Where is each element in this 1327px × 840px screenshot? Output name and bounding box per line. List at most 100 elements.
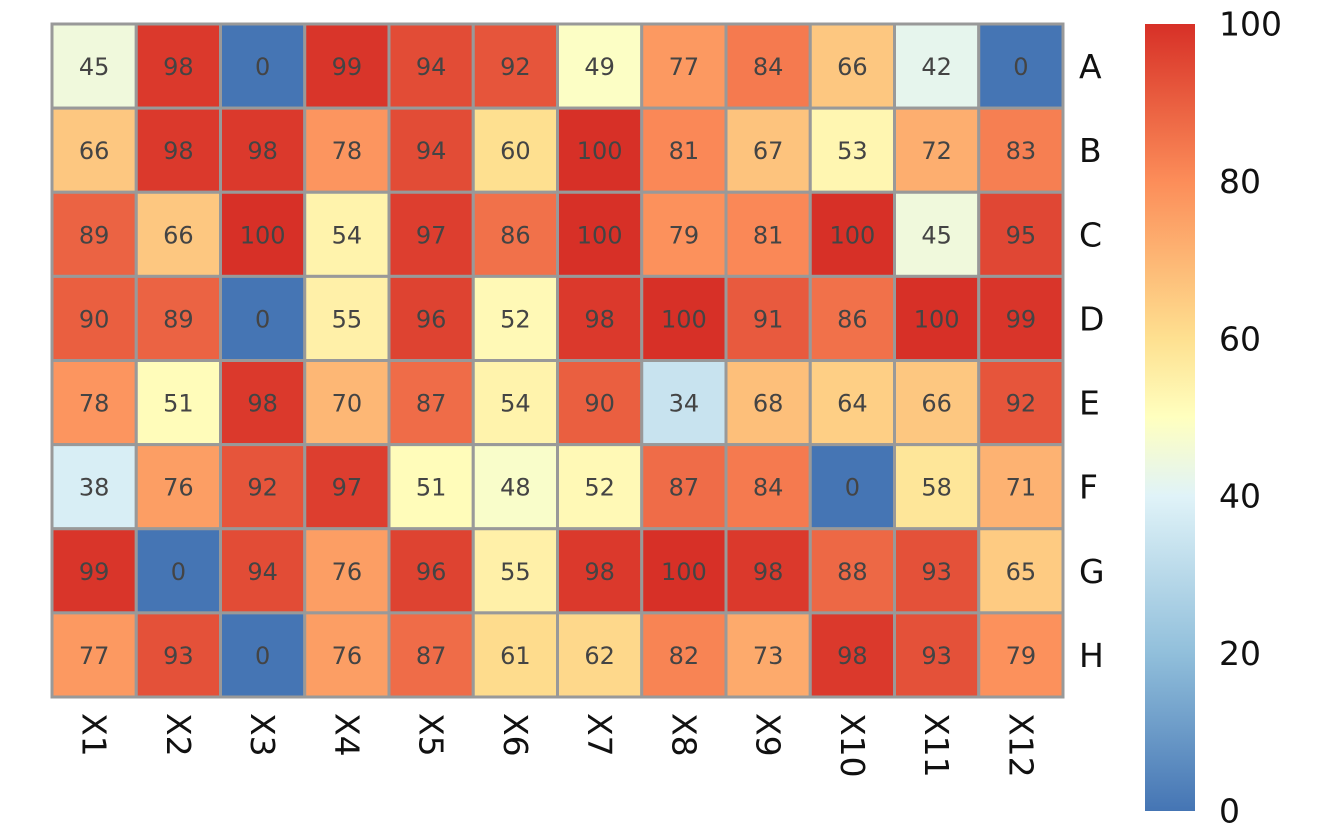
- heatmap-cell: [387, 527, 475, 615]
- cell-value-label: 81: [753, 221, 784, 249]
- heatmap-cell: [808, 527, 896, 615]
- heatmap-cell: [977, 611, 1065, 699]
- heatmap-cell: [556, 106, 644, 194]
- heatmap-cell: [640, 106, 728, 194]
- heatmap-cell: [724, 106, 812, 194]
- cell-value-label: 68: [753, 390, 784, 418]
- heatmap-cell: [387, 611, 475, 699]
- heatmap-cell: [50, 527, 138, 615]
- cell-value-label: 95: [1006, 221, 1037, 249]
- x-axis-labels: X1 X2 X3 X4 X5 X6 X7 X8 X9 X10 X11 X12: [75, 713, 1041, 778]
- cell-value-label: 0: [171, 558, 186, 586]
- cell-value-label: 89: [79, 221, 110, 249]
- cell-value-label: 99: [79, 558, 110, 586]
- heatmap-cell: [50, 359, 138, 447]
- heatmap-cell: [893, 359, 981, 447]
- colorbar: 0 20 40 60 80 100: [1145, 5, 1282, 831]
- cell-value-label: 96: [416, 305, 447, 333]
- colorbar-tick-label: 100: [1219, 5, 1282, 44]
- cell-value-label: 52: [584, 474, 615, 502]
- cell-value-label: 99: [332, 53, 363, 81]
- cell-value-label: 90: [584, 390, 615, 418]
- cell-value-label: 67: [753, 137, 784, 165]
- cell-value-label: 70: [332, 390, 363, 418]
- y-tick-label: G: [1079, 552, 1105, 591]
- heatmap-cell: [387, 106, 475, 194]
- cell-value-label: 91: [753, 305, 784, 333]
- heatmap-cell: [134, 611, 222, 699]
- cell-value-label: 96: [416, 558, 447, 586]
- heatmap-cell: [387, 359, 475, 447]
- cell-value-label: 72: [921, 137, 952, 165]
- heatmap-cell: [556, 611, 644, 699]
- cell-value-label: 98: [753, 558, 784, 586]
- heatmap-cell: [640, 22, 728, 110]
- cell-value-label: 0: [1013, 53, 1028, 81]
- cell-value-label: 87: [669, 474, 700, 502]
- cell-value-label: 53: [837, 137, 868, 165]
- heatmap-cell: [303, 106, 391, 194]
- cell-value-label: 60: [500, 137, 531, 165]
- cell-value-label: 93: [921, 558, 952, 586]
- cell-value-label: 62: [584, 642, 615, 670]
- heatmap-cell: [303, 443, 391, 531]
- heatmap-cell: [556, 359, 644, 447]
- cell-value-label: 94: [416, 137, 447, 165]
- y-tick-label: H: [1079, 636, 1104, 675]
- x-tick-label: X6: [496, 713, 535, 757]
- heatmap-cell: [50, 443, 138, 531]
- heatmap-cell: [219, 527, 307, 615]
- y-tick-label: E: [1079, 384, 1100, 423]
- heatmap-cell: [303, 527, 391, 615]
- cell-value-label: 79: [1006, 642, 1037, 670]
- cell-value-label: 83: [1006, 137, 1037, 165]
- cell-value-label: 48: [500, 474, 531, 502]
- cell-value-label: 45: [921, 221, 952, 249]
- heatmap-cell: [808, 611, 896, 699]
- cell-value-label: 79: [669, 221, 700, 249]
- heatmap-cell: [977, 443, 1065, 531]
- cell-value-label: 34: [669, 390, 700, 418]
- colorbar-tick-labels: 0 20 40 60 80 100: [1219, 5, 1282, 831]
- y-tick-label: B: [1079, 131, 1102, 170]
- x-tick-label: X9: [749, 713, 788, 757]
- cell-value-label: 51: [163, 390, 194, 418]
- cell-value-label: 42: [921, 53, 952, 81]
- y-tick-label: A: [1079, 47, 1102, 86]
- cell-value-label: 86: [837, 305, 868, 333]
- cell-value-label: 98: [163, 53, 194, 81]
- cell-value-label: 38: [79, 474, 110, 502]
- cell-value-label: 78: [79, 390, 110, 418]
- heatmap-cell: [808, 274, 896, 362]
- cell-value-label: 0: [255, 305, 270, 333]
- cell-value-label: 99: [1006, 305, 1037, 333]
- cell-value-label: 93: [921, 642, 952, 670]
- heatmap-cell: [50, 22, 138, 110]
- cell-value-label: 64: [837, 390, 868, 418]
- x-tick-label: X3: [243, 713, 282, 757]
- cell-value-label: 100: [661, 558, 707, 586]
- cell-value-label: 92: [247, 474, 278, 502]
- cell-value-label: 84: [753, 474, 784, 502]
- cell-value-label: 100: [661, 305, 707, 333]
- cell-value-label: 100: [577, 221, 623, 249]
- x-tick-label: X2: [159, 713, 198, 757]
- y-axis-labels: A B C D E F G H: [1079, 47, 1105, 675]
- heatmap-cell: [219, 611, 307, 699]
- colorbar-tick-label: 60: [1219, 319, 1261, 358]
- x-tick-label: X11: [917, 713, 956, 778]
- cell-value-label: 98: [163, 137, 194, 165]
- heatmap-cell: [471, 443, 559, 531]
- cell-value-label: 76: [332, 558, 363, 586]
- cell-value-label: 66: [79, 137, 110, 165]
- cell-value-label: 45: [79, 53, 110, 81]
- heatmap-cell: [977, 22, 1065, 110]
- cell-value-label: 98: [247, 390, 278, 418]
- cell-value-label: 86: [500, 221, 531, 249]
- heatmap-cell: [50, 274, 138, 362]
- cell-value-label: 98: [247, 137, 278, 165]
- cell-value-label: 100: [240, 221, 286, 249]
- x-tick-label: X12: [1001, 713, 1040, 778]
- heatmap-cell: [808, 106, 896, 194]
